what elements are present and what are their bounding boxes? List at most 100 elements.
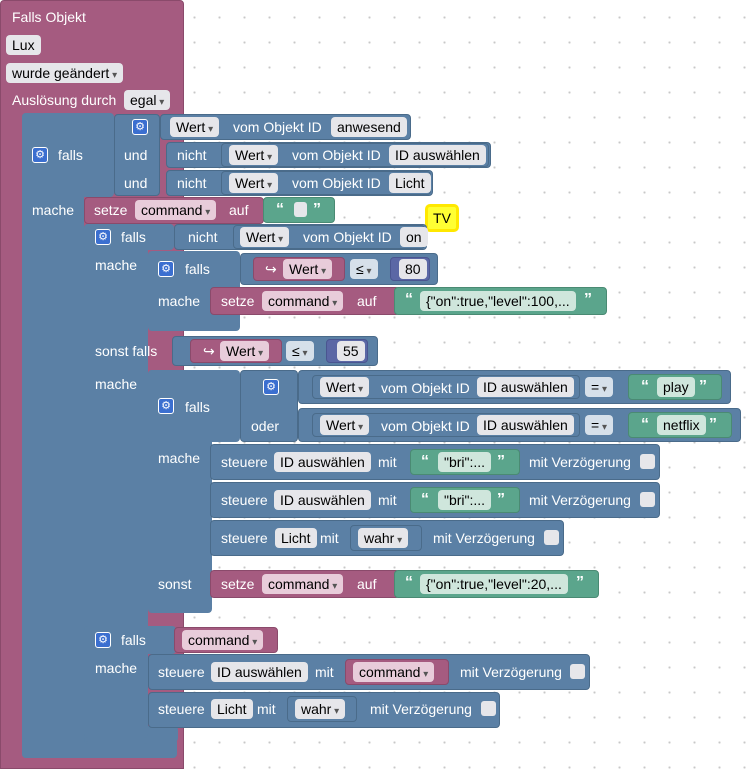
checkbox-icon[interactable] [570,664,585,679]
variable-dropdown[interactable]: command [182,630,264,650]
wert-dropdown[interactable]: Wert [320,415,370,435]
vom-objekt-label: vom Objekt ID [381,380,470,396]
operator-dropdown[interactable]: = [585,377,613,397]
text-field[interactable]: {"on":true,"level":100,... [420,291,576,311]
wert-dropdown[interactable]: Wert [220,341,270,361]
gear-icon[interactable]: ⚙ [32,147,48,163]
setze-label: setze [221,293,255,309]
operator-dropdown[interactable]: ≤ [286,341,314,361]
text-field[interactable]: play [657,377,695,397]
comment-bubble[interactable]: TV [425,204,459,232]
quote-close-icon: ” [313,201,321,218]
wert-dropdown[interactable]: Wert [240,227,290,247]
quote-close-icon: ” [584,291,592,308]
mit-label: mit [378,454,397,470]
quote-close-icon: ” [497,491,505,508]
vom-objekt-label: vom Objekt ID [292,147,381,163]
vom-objekt-label: vom Objekt ID [303,229,392,245]
variable-dropdown[interactable]: command [262,291,344,311]
gear-icon[interactable]: ⚙ [158,398,174,414]
falls-label: falls [185,399,210,415]
sonst-label: sonst [158,576,192,592]
gear-icon[interactable]: ⚙ [263,379,279,395]
checkbox-icon[interactable] [544,530,559,545]
gear-icon[interactable]: ⚙ [158,261,174,277]
object-id-field[interactable]: Licht [211,699,253,719]
nicht-label: nicht [177,175,207,191]
falls-label: falls [185,261,210,277]
object-id-field[interactable]: ID auswählen [477,377,574,397]
steuere-label: steuere [221,530,268,546]
mit-label: mit [378,492,397,508]
quote-close-icon: ” [576,574,584,591]
wert-dropdown[interactable]: Wert [170,117,220,137]
auf-label: auf [357,293,377,309]
steuere-label: steuere [158,701,205,717]
gear-icon[interactable]: ⚙ [95,632,111,648]
mit-label: mit [320,530,339,546]
quote-close-icon: ” [497,453,505,470]
quote-open-icon: “ [276,201,284,218]
mit-label: mit [257,701,276,717]
empty-text-field[interactable] [294,202,307,217]
checkbox-icon[interactable] [640,454,655,469]
variable-dropdown[interactable]: command [262,574,344,594]
checkbox-icon[interactable] [481,701,496,716]
object-id-field[interactable]: ID auswählen [477,415,574,435]
text-field[interactable]: netflix [657,415,706,435]
object-id-field[interactable]: ID auswählen [389,145,486,165]
text-field[interactable]: "bri":... [438,490,492,510]
mache-label: mache [95,660,138,676]
delay-label: mit Verzögerung [460,664,562,680]
setze-label: setze [94,202,128,218]
operator-dropdown[interactable]: ≤ [350,259,378,279]
vom-objekt-label: vom Objekt ID [292,175,381,191]
text-field[interactable]: "bri":... [438,452,492,472]
delay-label: mit Verzögerung [433,530,535,546]
or-operation-block[interactable] [240,370,298,442]
object-id-field[interactable]: anwesend [331,117,407,137]
operator-dropdown[interactable]: = [585,415,613,435]
inner-falls-label: falls [121,229,146,245]
object-id-field[interactable]: ID auswählen [211,662,308,682]
trigger-object-field[interactable]: Lux [6,35,41,55]
boolean-dropdown[interactable]: wahr [295,699,346,719]
trigger-condition-dropdown[interactable]: wurde geändert [6,63,124,83]
auf-label: auf [357,576,377,592]
or-label: oder [251,418,280,434]
quote-open-icon: “ [405,291,413,308]
object-id-field[interactable]: ID auswählen [274,452,371,472]
text-field[interactable]: {"on":true,"level":20,... [420,574,568,594]
outer-mache-label: mache [32,202,75,218]
quote-close-icon: ” [709,416,717,433]
variable-dropdown[interactable]: command [353,662,435,682]
gear-icon[interactable]: ⚙ [132,119,148,135]
arrow-icon: ↪ [265,261,277,277]
wert-dropdown[interactable]: Wert [283,259,333,279]
boolean-dropdown[interactable]: wahr [358,528,409,548]
trigger-title: Falls Objekt [12,9,86,25]
outer-if-block[interactable] [22,113,84,758]
steuere-label: steuere [158,664,205,680]
mit-label: mit [315,664,334,680]
wert-dropdown[interactable]: Wert [229,145,279,165]
number-field[interactable]: 55 [337,341,365,361]
object-id-field[interactable]: on [400,227,428,247]
nicht-label: nicht [188,229,218,245]
quote-open-icon: “ [421,453,429,470]
gear-icon[interactable]: ⚙ [95,229,111,245]
wert-dropdown[interactable]: Wert [320,377,370,397]
variable-dropdown[interactable]: command [135,200,217,220]
trigger-value-dropdown[interactable]: egal [124,90,171,110]
steuere-label: steuere [221,492,268,508]
delay-label: mit Verzögerung [529,492,631,508]
object-id-field[interactable]: Licht [275,528,317,548]
nicht-label: nicht [177,147,207,163]
outer-falls-label: falls [58,147,83,163]
number-field[interactable]: 80 [399,259,427,279]
object-id-field[interactable]: ID auswählen [274,490,371,510]
checkbox-icon[interactable] [640,492,655,507]
setze-label: setze [221,576,255,592]
wert-dropdown[interactable]: Wert [229,173,279,193]
object-id-field[interactable]: Licht [389,173,431,193]
